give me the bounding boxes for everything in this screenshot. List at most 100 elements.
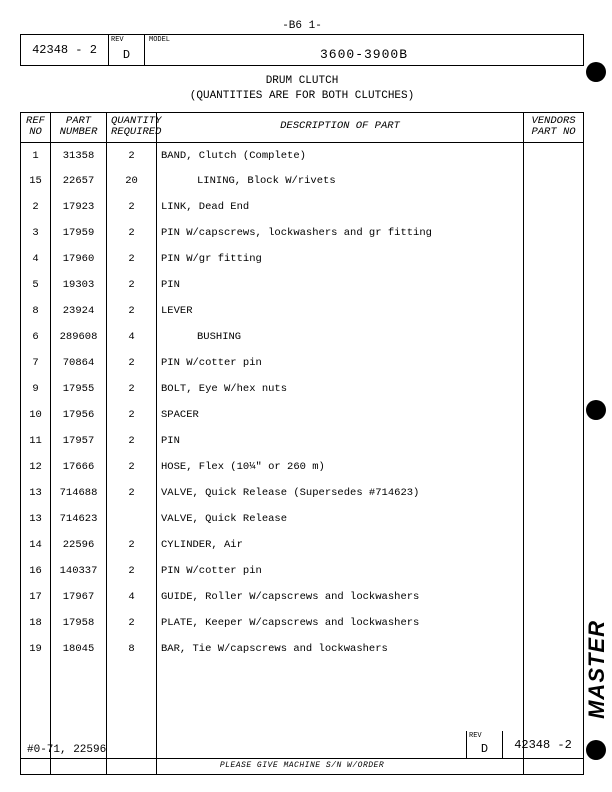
ref-cell: 3 xyxy=(21,220,51,246)
footer: #0-71, 22596 REV D 42348 -2 PLEASE GIVE … xyxy=(20,731,584,770)
vend-cell xyxy=(524,584,584,610)
qty-cell: 2 xyxy=(107,480,157,506)
vend-cell xyxy=(524,376,584,402)
ref-cell: 11 xyxy=(21,428,51,454)
table-row: 11179572PIN xyxy=(21,428,584,454)
rev-label: REV xyxy=(109,35,144,44)
desc-cell: GUIDE, Roller W/capscrews and lockwasher… xyxy=(157,584,524,610)
part-cell: 17923 xyxy=(51,194,107,220)
ref-cell: 4 xyxy=(21,246,51,272)
col-ref-header: REF NO xyxy=(21,112,51,142)
part-cell: 17957 xyxy=(51,428,107,454)
ref-cell: 8 xyxy=(21,298,51,324)
ref-cell: 6 xyxy=(21,324,51,350)
table-row: 62896084BUSHING xyxy=(21,324,584,350)
part-cell: 70864 xyxy=(51,350,107,376)
desc-cell: PIN W/cotter pin xyxy=(157,558,524,584)
title-line2: (QUANTITIES ARE FOR BOTH CLUTCHES) xyxy=(20,89,584,104)
footer-rev-cell: REV D xyxy=(467,731,503,758)
ref-cell: 12 xyxy=(21,454,51,480)
desc-cell: PIN xyxy=(157,428,524,454)
desc-cell: PIN W/cotter pin xyxy=(157,350,524,376)
table-row: 10179562SPACER xyxy=(21,402,584,428)
vend-cell xyxy=(524,298,584,324)
part-cell: 22596 xyxy=(51,532,107,558)
desc-cell: BUSHING xyxy=(157,324,524,350)
qty-cell: 20 xyxy=(107,168,157,194)
vend-cell xyxy=(524,142,584,168)
header-box: 42348 - 2 REV D MODEL 3600-3900B xyxy=(20,34,584,66)
punch-hole-icon xyxy=(586,740,606,760)
vend-cell xyxy=(524,324,584,350)
table-row: 5193032PIN xyxy=(21,272,584,298)
part-cell: 23924 xyxy=(51,298,107,324)
header-rev-cell: REV D xyxy=(109,35,145,65)
table-row: 2179232LINK, Dead End xyxy=(21,194,584,220)
desc-cell: SPACER xyxy=(157,402,524,428)
qty-cell: 2 xyxy=(107,298,157,324)
desc-cell: CYLINDER, Air xyxy=(157,532,524,558)
table-row: 13714623VALVE, Quick Release xyxy=(21,506,584,532)
vend-cell xyxy=(524,532,584,558)
table-row: 17179674GUIDE, Roller W/capscrews and lo… xyxy=(21,584,584,610)
footer-rev-value: D xyxy=(467,740,502,758)
table-row: 12176662HOSE, Flex (10¼" or 260 m) xyxy=(21,454,584,480)
desc-cell: VALVE, Quick Release (Supersedes #714623… xyxy=(157,480,524,506)
vend-cell xyxy=(524,220,584,246)
ref-cell: 13 xyxy=(21,480,51,506)
qty-cell: 2 xyxy=(107,610,157,636)
desc-cell: VALVE, Quick Release xyxy=(157,506,524,532)
footer-note-left: #0-71, 22596 xyxy=(21,731,467,758)
vend-cell xyxy=(524,402,584,428)
footer-doc-number: 42348 -2 xyxy=(503,731,583,758)
punch-hole-icon xyxy=(586,400,606,420)
table-row: 161403372PIN W/cotter pin xyxy=(21,558,584,584)
table-header-row: REF NO PART NUMBER QUANTITY REQUIRED DES… xyxy=(21,112,584,142)
qty-cell: 2 xyxy=(107,532,157,558)
master-stamp: MASTER xyxy=(584,620,610,719)
qty-cell: 4 xyxy=(107,324,157,350)
table-row: 7708642PIN W/cotter pin xyxy=(21,350,584,376)
ref-cell: 14 xyxy=(21,532,51,558)
qty-cell xyxy=(107,506,157,532)
table-row: 152265720LINING, Block W/rivets xyxy=(21,168,584,194)
desc-cell: LEVER xyxy=(157,298,524,324)
vend-cell xyxy=(524,558,584,584)
desc-cell: PIN xyxy=(157,272,524,298)
desc-cell: HOSE, Flex (10¼" or 260 m) xyxy=(157,454,524,480)
header-model-cell: MODEL 3600-3900B xyxy=(145,35,583,65)
desc-cell: BAND, Clutch (Complete) xyxy=(157,142,524,168)
part-cell: 17958 xyxy=(51,610,107,636)
vend-cell xyxy=(524,272,584,298)
page-code: -B6 1- xyxy=(20,20,584,32)
part-cell: 31358 xyxy=(51,142,107,168)
table-row: 4179602PIN W/gr fitting xyxy=(21,246,584,272)
ref-cell: 7 xyxy=(21,350,51,376)
ref-cell: 16 xyxy=(21,558,51,584)
table-row: 8239242LEVER xyxy=(21,298,584,324)
qty-cell: 2 xyxy=(107,142,157,168)
qty-cell: 2 xyxy=(107,376,157,402)
vend-cell xyxy=(524,454,584,480)
punch-hole-icon xyxy=(586,62,606,82)
qty-cell: 8 xyxy=(107,636,157,662)
rev-value: D xyxy=(109,44,144,65)
ref-cell: 15 xyxy=(21,168,51,194)
col-desc-header: DESCRIPTION OF PART xyxy=(157,112,524,142)
col-part-header: PART NUMBER xyxy=(51,112,107,142)
qty-cell: 2 xyxy=(107,454,157,480)
table-row: 19180458BAR, Tie W/capscrews and lockwas… xyxy=(21,636,584,662)
qty-cell: 2 xyxy=(107,402,157,428)
ref-cell: 18 xyxy=(21,610,51,636)
qty-cell: 2 xyxy=(107,350,157,376)
part-cell: 17960 xyxy=(51,246,107,272)
part-cell: 289608 xyxy=(51,324,107,350)
table-row: 14225962CYLINDER, Air xyxy=(21,532,584,558)
title-block: DRUM CLUTCH (QUANTITIES ARE FOR BOTH CLU… xyxy=(20,74,584,104)
header-doc-number: 42348 - 2 xyxy=(21,35,109,65)
qty-cell: 2 xyxy=(107,246,157,272)
desc-cell: BAR, Tie W/capscrews and lockwashers xyxy=(157,636,524,662)
model-value: 3600-3900B xyxy=(145,44,583,65)
part-cell: 140337 xyxy=(51,558,107,584)
qty-cell: 2 xyxy=(107,194,157,220)
